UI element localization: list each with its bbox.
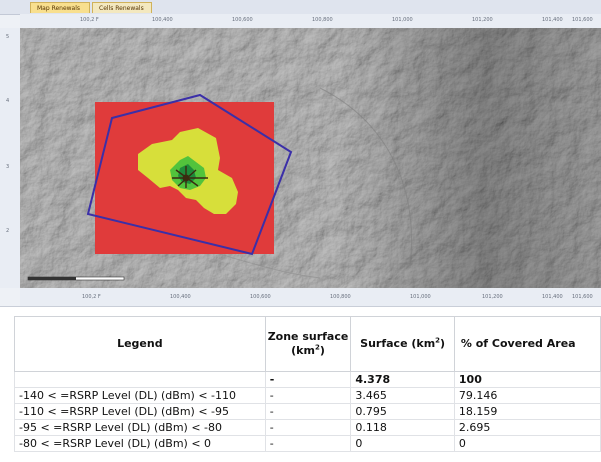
cell-covered-area: 100: [453, 371, 601, 388]
cell-covered-area: 79.146: [453, 387, 601, 404]
ruler-bottom-tick: 101,200: [482, 294, 503, 300]
ruler-bottom-tick: 101,000: [410, 294, 431, 300]
cell-legend: -95 < =RSRP Level (DL) (dBm) < -80: [14, 419, 266, 436]
site-antenna-icon[interactable]: [172, 166, 208, 188]
ruler-bottom-tick: 101,400: [542, 294, 563, 300]
column-header-legend[interactable]: Legend: [14, 316, 266, 372]
ruler-top: 100,2 F 100,400 100,600 100,800 101,000 …: [20, 14, 601, 28]
tab-cells-renewals[interactable]: Cells Renewals: [92, 2, 152, 13]
ruler-left: 5 4 3 2: [0, 28, 20, 288]
column-header-label: Zone surface: [267, 330, 349, 343]
cell-surface: 0: [350, 435, 455, 452]
column-header-surface[interactable]: Surface (km2): [350, 316, 455, 372]
table-row[interactable]: -110 < =RSRP Level (DL) (dBm) < -95 - 0.…: [14, 403, 601, 420]
computation-zone-polygon[interactable]: [86, 93, 293, 256]
table-row[interactable]: -95 < =RSRP Level (DL) (dBm) < -80 - 0.1…: [14, 419, 601, 436]
ruler-bottom-tick: 100,2 F: [82, 294, 101, 300]
road-line: [319, 87, 412, 269]
ruler-left-tick: 3: [6, 164, 10, 170]
ruler-top-tick: 100,600: [232, 17, 253, 23]
column-header-covered-area[interactable]: % of Covered Area: [453, 316, 601, 372]
column-header-label: Surface (km: [360, 337, 436, 350]
ruler-top-tick: 101,400: [542, 17, 563, 23]
column-header-unit: (km: [291, 344, 315, 357]
ruler-left-tick: 4: [6, 98, 10, 104]
cell-covered-area: 18.159: [453, 403, 601, 420]
coverage-statistics-table: Legend Zone surface (km2) Surface (km2) %…: [14, 316, 601, 452]
cell-covered-area: 0: [453, 435, 601, 452]
ruler-bottom: 100,2 F 100,400 100,600 100,800 101,000 …: [20, 288, 601, 306]
ruler-top-tick: 101,000: [392, 17, 413, 23]
coverage-map[interactable]: [20, 28, 601, 288]
column-header-label: % of Covered Area: [460, 337, 576, 350]
cell-zone-surface: -: [264, 419, 352, 436]
cell-surface: 3.465: [350, 387, 455, 404]
cell-covered-area: 2.695: [453, 419, 601, 436]
ruler-top-tick: 101,200: [472, 17, 493, 23]
ruler-bottom-tick: 101,600: [572, 294, 593, 300]
cell-surface: 0.795: [350, 403, 455, 420]
ruler-top-tick: 100,800: [312, 17, 333, 23]
ruler-left-tick: 5: [6, 34, 10, 40]
ruler-bottom-tick: 100,600: [250, 294, 271, 300]
cell-surface: 4.378: [350, 371, 455, 388]
superscript: 2: [435, 336, 441, 345]
cell-zone-surface: -: [264, 387, 352, 404]
ruler-bottom-tick: 100,400: [170, 294, 191, 300]
cell-legend: [14, 371, 266, 388]
cell-legend: -140 < =RSRP Level (DL) (dBm) < -110: [14, 387, 266, 404]
column-header-label: Legend: [117, 337, 163, 350]
ruler-top-tick: 101,600: [572, 17, 593, 23]
table-row[interactable]: -80 < =RSRP Level (DL) (dBm) < 0 - 0 0: [14, 435, 601, 452]
cell-zone-surface: -: [264, 371, 352, 388]
superscript: 2: [314, 343, 320, 352]
cell-zone-surface: -: [264, 403, 352, 420]
map-canvas[interactable]: [20, 28, 601, 288]
table-header-row: Legend Zone surface (km2) Surface (km2) %…: [14, 316, 601, 372]
cell-zone-surface: -: [264, 435, 352, 452]
scale-bar-icon: [27, 276, 125, 281]
document-tab-strip: Map Renewals Cells Renewals: [0, 0, 601, 15]
column-header-unit: ): [319, 344, 325, 357]
table-row[interactable]: -140 < =RSRP Level (DL) (dBm) < -110 - 3…: [14, 387, 601, 404]
ruler-bottom-tick: 100,800: [330, 294, 351, 300]
tab-map-renewals[interactable]: Map Renewals: [30, 2, 90, 13]
column-header-unit: ): [440, 337, 446, 350]
ruler-top-tick: 100,400: [152, 17, 173, 23]
table-row-total[interactable]: - 4.378 100: [14, 371, 601, 388]
cell-legend: -80 < =RSRP Level (DL) (dBm) < 0: [14, 435, 266, 452]
coverage-bin-excellent: [178, 164, 196, 184]
cell-legend: -110 < =RSRP Level (DL) (dBm) < -95: [14, 403, 266, 420]
map-window: Map Renewals Cells Renewals 100,2 F 100,…: [0, 0, 601, 307]
ruler-left-tick: 2: [6, 228, 10, 234]
column-header-zone-surface[interactable]: Zone surface (km2): [264, 316, 352, 372]
cell-surface: 0.118: [350, 419, 455, 436]
ruler-top-tick: 100,2 F: [80, 17, 99, 23]
